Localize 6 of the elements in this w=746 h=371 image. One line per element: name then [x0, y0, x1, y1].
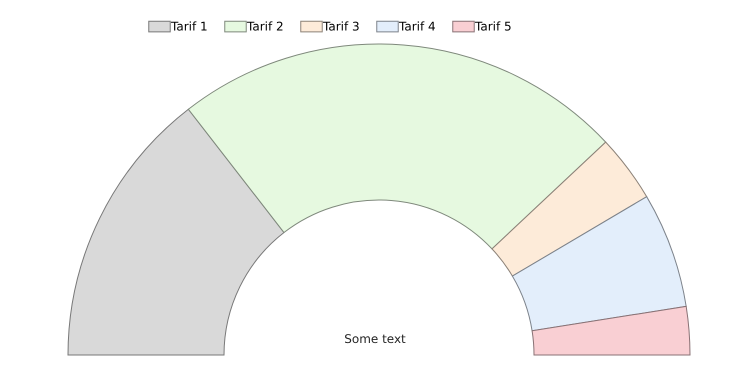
legend-label: Tarif 2: [246, 20, 284, 34]
text: Some text: [344, 332, 406, 346]
legend-label: Tarif 5: [474, 20, 512, 34]
legend-label: Tarif 4: [398, 20, 436, 34]
legend-label: Tarif 3: [322, 20, 360, 34]
legend-label: Tarif 1: [170, 20, 208, 34]
